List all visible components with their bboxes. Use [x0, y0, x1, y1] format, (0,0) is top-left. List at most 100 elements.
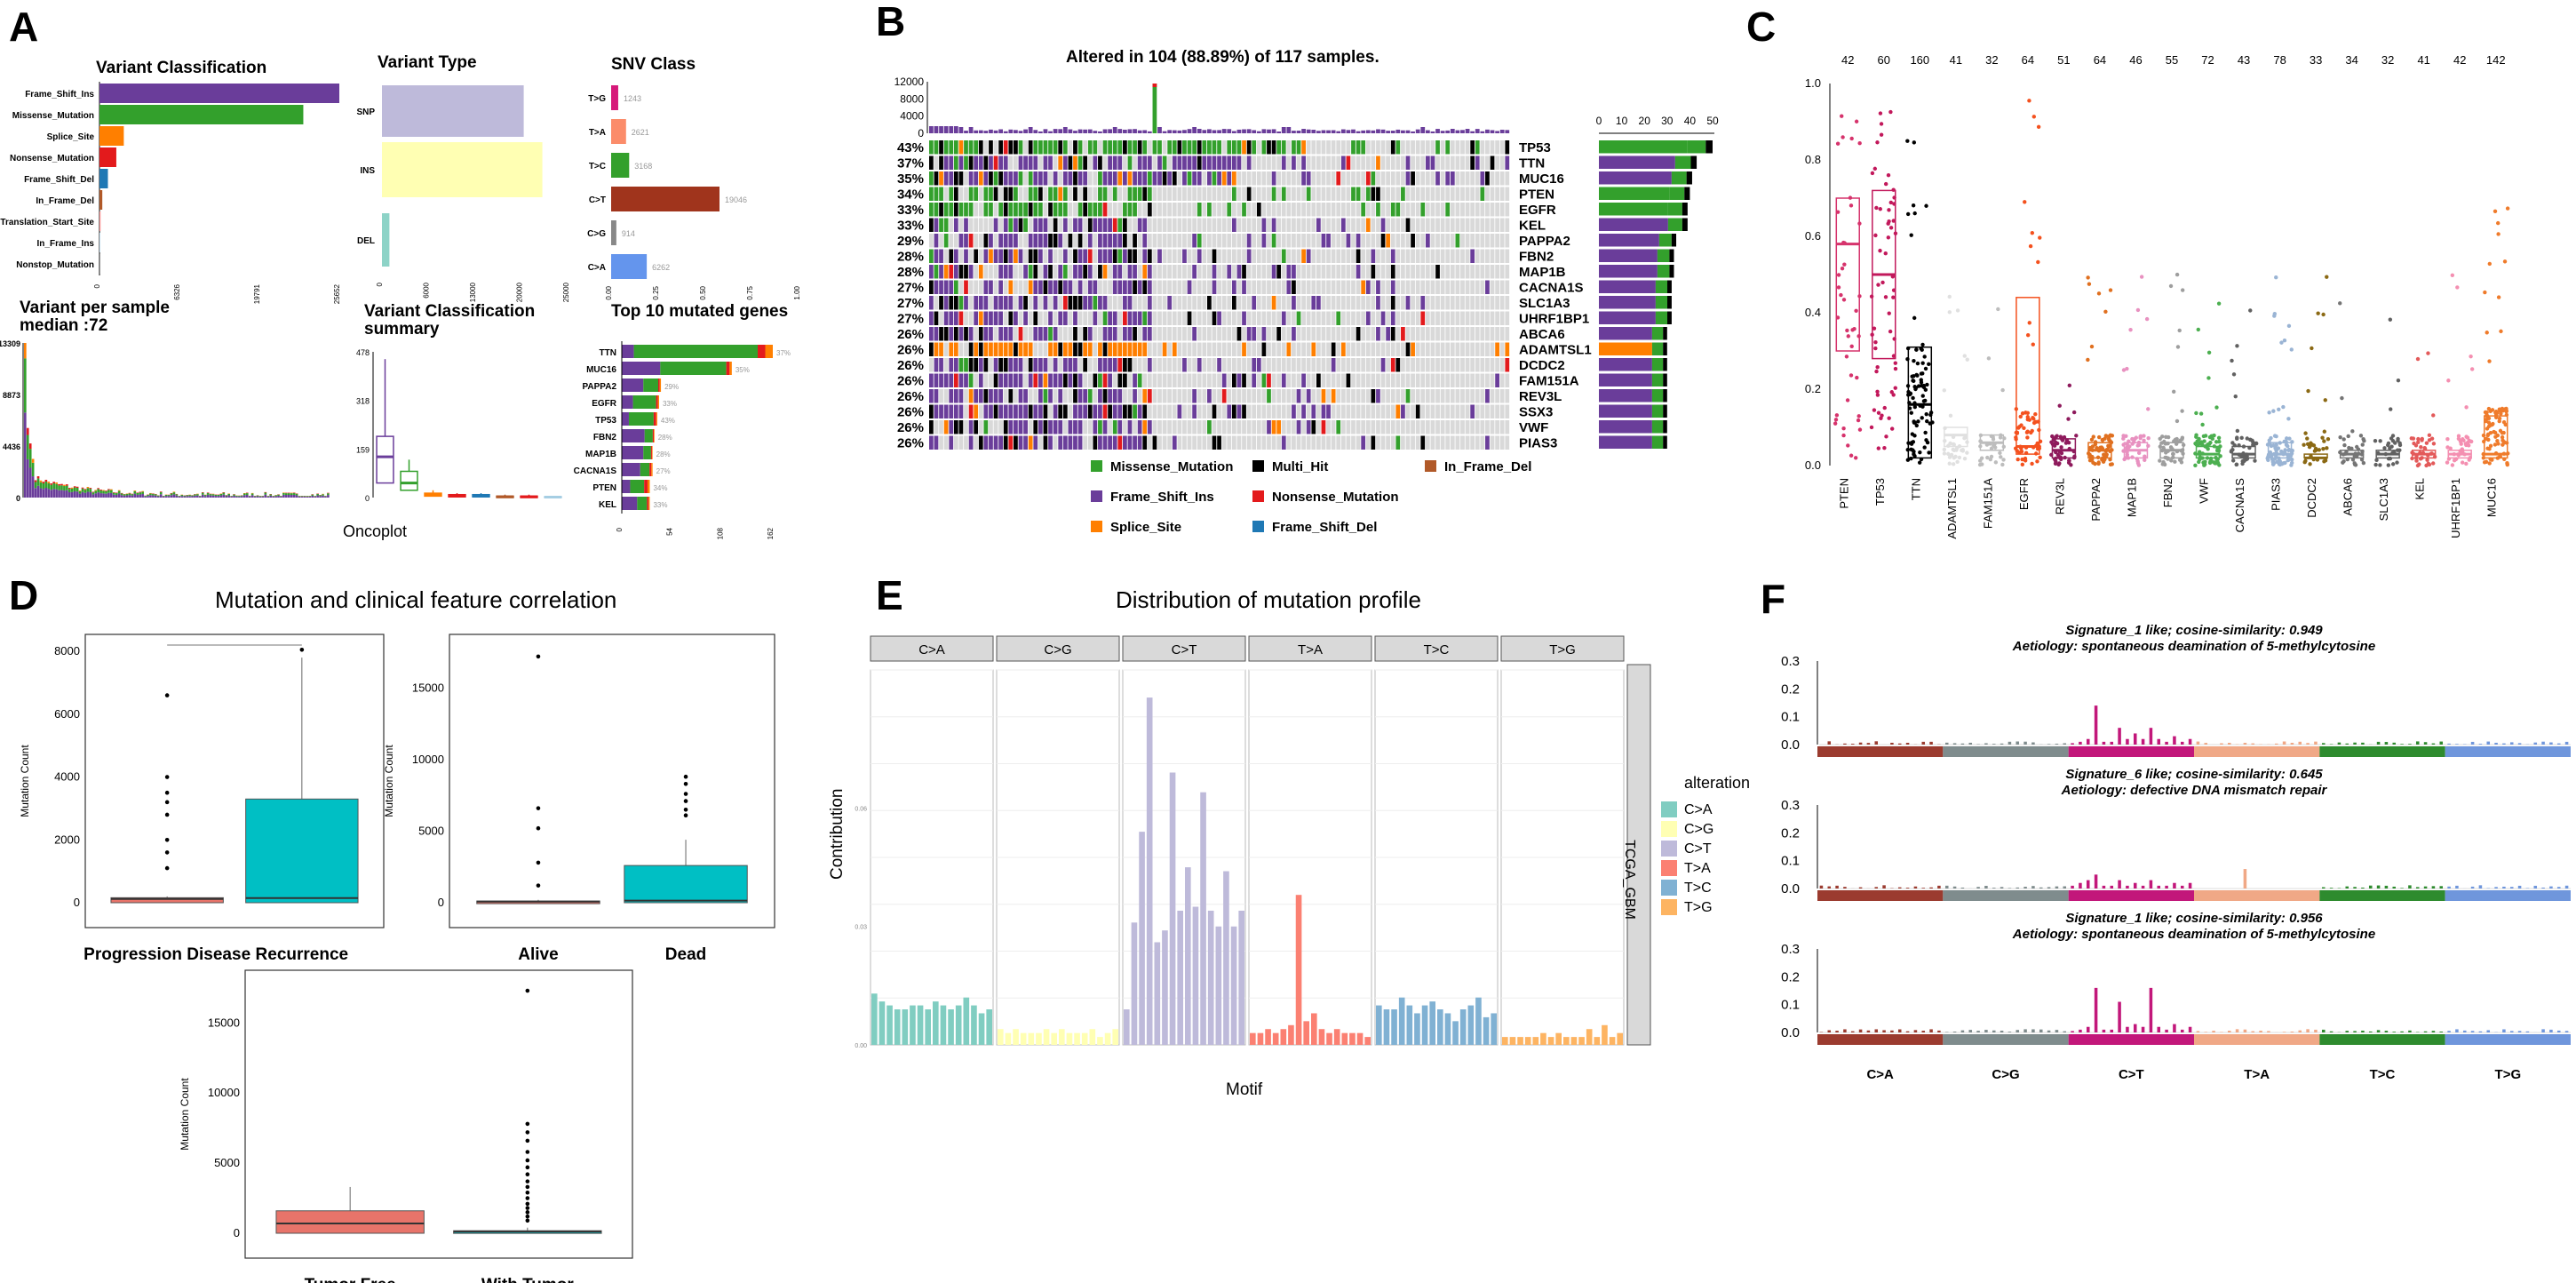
oncoplot-cell: [1177, 389, 1182, 403]
f-bar: [2015, 741, 2020, 745]
vaf-point: [2450, 463, 2455, 467]
oncoplot-cell: [1306, 358, 1311, 372]
oncoplot-cell: [1361, 171, 1366, 186]
oncoplot-cell: [1058, 155, 1063, 170]
oncoplot-cell: [1415, 404, 1420, 418]
oncoplot-cell: [1321, 373, 1326, 387]
oncoplot-cell: [1292, 280, 1296, 294]
vaf-point: [2461, 438, 2466, 442]
oncoplot-cell: [1202, 265, 1207, 279]
oncoplot-cell: [1331, 249, 1336, 263]
oncoplot-cell: [993, 203, 998, 217]
oncoplot-cell: [1440, 327, 1445, 341]
e-bar: [1020, 1032, 1027, 1045]
oncoplot-cell: [1495, 249, 1499, 263]
vaf-tick: 0.8: [1805, 153, 1821, 166]
oncoplot-cell: [968, 342, 974, 356]
f-bar: [1827, 1030, 1832, 1032]
oncoplot-cell: [983, 234, 989, 248]
vaf-point: [1876, 446, 1881, 450]
f-bar: [2376, 885, 2381, 889]
oncoplot-cell: [1356, 265, 1361, 279]
oncoplot-cell: [1217, 280, 1221, 294]
oncoplot-cell: [974, 203, 979, 217]
f-bar: [2423, 742, 2428, 745]
oncoplot-pct: 28%: [897, 250, 924, 265]
vps-title-1: Variant per sample: [20, 299, 170, 317]
vaf-point: [1979, 456, 1984, 460]
e-legend-swatch: [1661, 860, 1677, 876]
vaf-point: [2458, 439, 2463, 443]
oncoplot-cell: [1301, 249, 1306, 263]
vps-bar: [155, 495, 157, 498]
oncoplot-cell: [1077, 358, 1083, 372]
vaf-point: [2352, 462, 2357, 467]
f-bar: [2118, 728, 2121, 745]
oncoplot-cell: [1495, 265, 1499, 279]
oncoplot-cell: [1386, 218, 1391, 232]
oncoplot-cell: [1256, 280, 1261, 294]
vps-bar: [125, 495, 129, 498]
oncoplot-cell: [1182, 249, 1187, 263]
d-outlier: [525, 1206, 530, 1210]
oncoplot-cell: [1083, 296, 1088, 310]
oncoplot-cell: [1405, 296, 1411, 310]
oncoplot-cell: [1411, 234, 1415, 248]
f-bar: [2259, 1030, 2262, 1032]
oncoplot-cell: [1271, 234, 1276, 248]
oncoplot-cell: [1365, 280, 1371, 294]
oncoplot-cell: [1371, 327, 1376, 341]
tmb-bar: [1390, 131, 1395, 133]
oncoplot-cell: [1499, 140, 1505, 155]
f-bar: [2079, 741, 2082, 745]
vaf-point: [2202, 463, 2206, 467]
oncoplot-cell: [1043, 187, 1048, 201]
vaf-point: [2484, 436, 2489, 442]
oncoplot-cell: [1127, 187, 1133, 201]
oncoplot-cell: [1221, 358, 1227, 372]
oncoplot-cell: [1187, 171, 1192, 186]
oncoplot-cell: [1386, 155, 1391, 170]
vps-bar: [76, 486, 79, 489]
oncoplot-cell: [1276, 203, 1282, 217]
oncoplot-cell: [1271, 265, 1276, 279]
oncoplot-cell: [1495, 389, 1499, 403]
f-bar: [2039, 1029, 2043, 1032]
tmb-bar: [1073, 131, 1077, 133]
e-bar: [902, 1009, 909, 1045]
d-frame: [244, 969, 633, 1259]
f-bar: [2455, 744, 2459, 745]
oncoplot-cell: [1386, 187, 1391, 201]
e-bar: [1097, 1037, 1103, 1045]
oncoplot-cell: [1316, 265, 1321, 279]
oncoplot-cell: [1371, 404, 1376, 418]
vaf-count: 42: [2453, 53, 2466, 67]
oncoplot-cell: [1460, 342, 1465, 356]
oncoplot-cell: [1062, 342, 1068, 356]
e-ytick: 0.06: [855, 806, 867, 812]
vaf-point: [2321, 446, 2326, 451]
oncoplot-cell: [1411, 404, 1415, 418]
oncoplot-cell: [1028, 435, 1033, 450]
vaf-point: [2500, 434, 2505, 440]
oncoplot-cell: [1068, 311, 1073, 325]
oncoplot-cell: [964, 373, 968, 387]
vps-bar: [152, 493, 155, 496]
vc-label: Nonsense_Mutation: [10, 154, 94, 163]
oncoplot-cell: [1137, 342, 1142, 356]
vps-bar: [206, 492, 210, 493]
oncoplot-cell: [1281, 171, 1286, 186]
oncoplot-cell: [1252, 249, 1257, 263]
oncoplot-cell: [1197, 296, 1202, 310]
oncoplot-cell: [1311, 296, 1316, 310]
f-bar: [2023, 741, 2027, 745]
oncoplot-cell: [949, 249, 954, 263]
oncoplot-cell: [953, 358, 958, 372]
oncoplot-cell: [1276, 358, 1282, 372]
oncoplot-cell: [1435, 280, 1440, 294]
e-bar: [1376, 1005, 1382, 1045]
vaf-point: [2168, 445, 2174, 450]
oncoplot-cell: [1356, 404, 1361, 418]
oncoplot-cell: [929, 327, 934, 341]
oncoplot-cell: [1053, 420, 1058, 434]
